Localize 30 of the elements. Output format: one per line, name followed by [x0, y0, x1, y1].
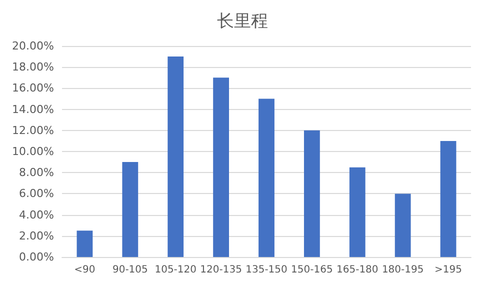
x-tick-label: 150-165 [291, 264, 333, 276]
y-tick-label: 16.00% [12, 82, 54, 95]
y-tick-label: 10.00% [12, 145, 54, 158]
y-tick-label: 6.00% [19, 187, 54, 200]
bar [168, 56, 184, 257]
x-tick-label: >195 [434, 264, 462, 276]
x-tick-label: 90-105 [112, 264, 148, 276]
bar [394, 194, 411, 257]
y-tick-label: 2.00% [19, 229, 54, 242]
y-tick-label: 20.00% [12, 40, 54, 52]
y-tick-label: 14.00% [12, 102, 54, 116]
x-tick-label: 135-150 [246, 264, 288, 276]
y-tick-label: 8.00% [19, 166, 54, 180]
x-tick-label: <90 [74, 264, 96, 276]
bar [440, 140, 456, 257]
bar [213, 78, 230, 257]
y-tick-label: 0.00% [19, 250, 54, 264]
x-tick-label: 120-135 [200, 264, 242, 276]
x-tick-label: 165-180 [336, 264, 378, 276]
bar [258, 98, 274, 257]
chart-title: 长里程 [217, 12, 268, 32]
bar [122, 162, 138, 257]
x-tick-label: 105-120 [154, 264, 197, 276]
bar [304, 130, 320, 257]
bar [76, 230, 93, 257]
y-tick-label: 12.00% [12, 124, 54, 137]
y-tick-label: 18.00% [12, 60, 54, 74]
bar [349, 167, 366, 257]
x-tick-label: 180-195 [382, 264, 424, 276]
y-tick-label: 4.00% [19, 208, 54, 222]
